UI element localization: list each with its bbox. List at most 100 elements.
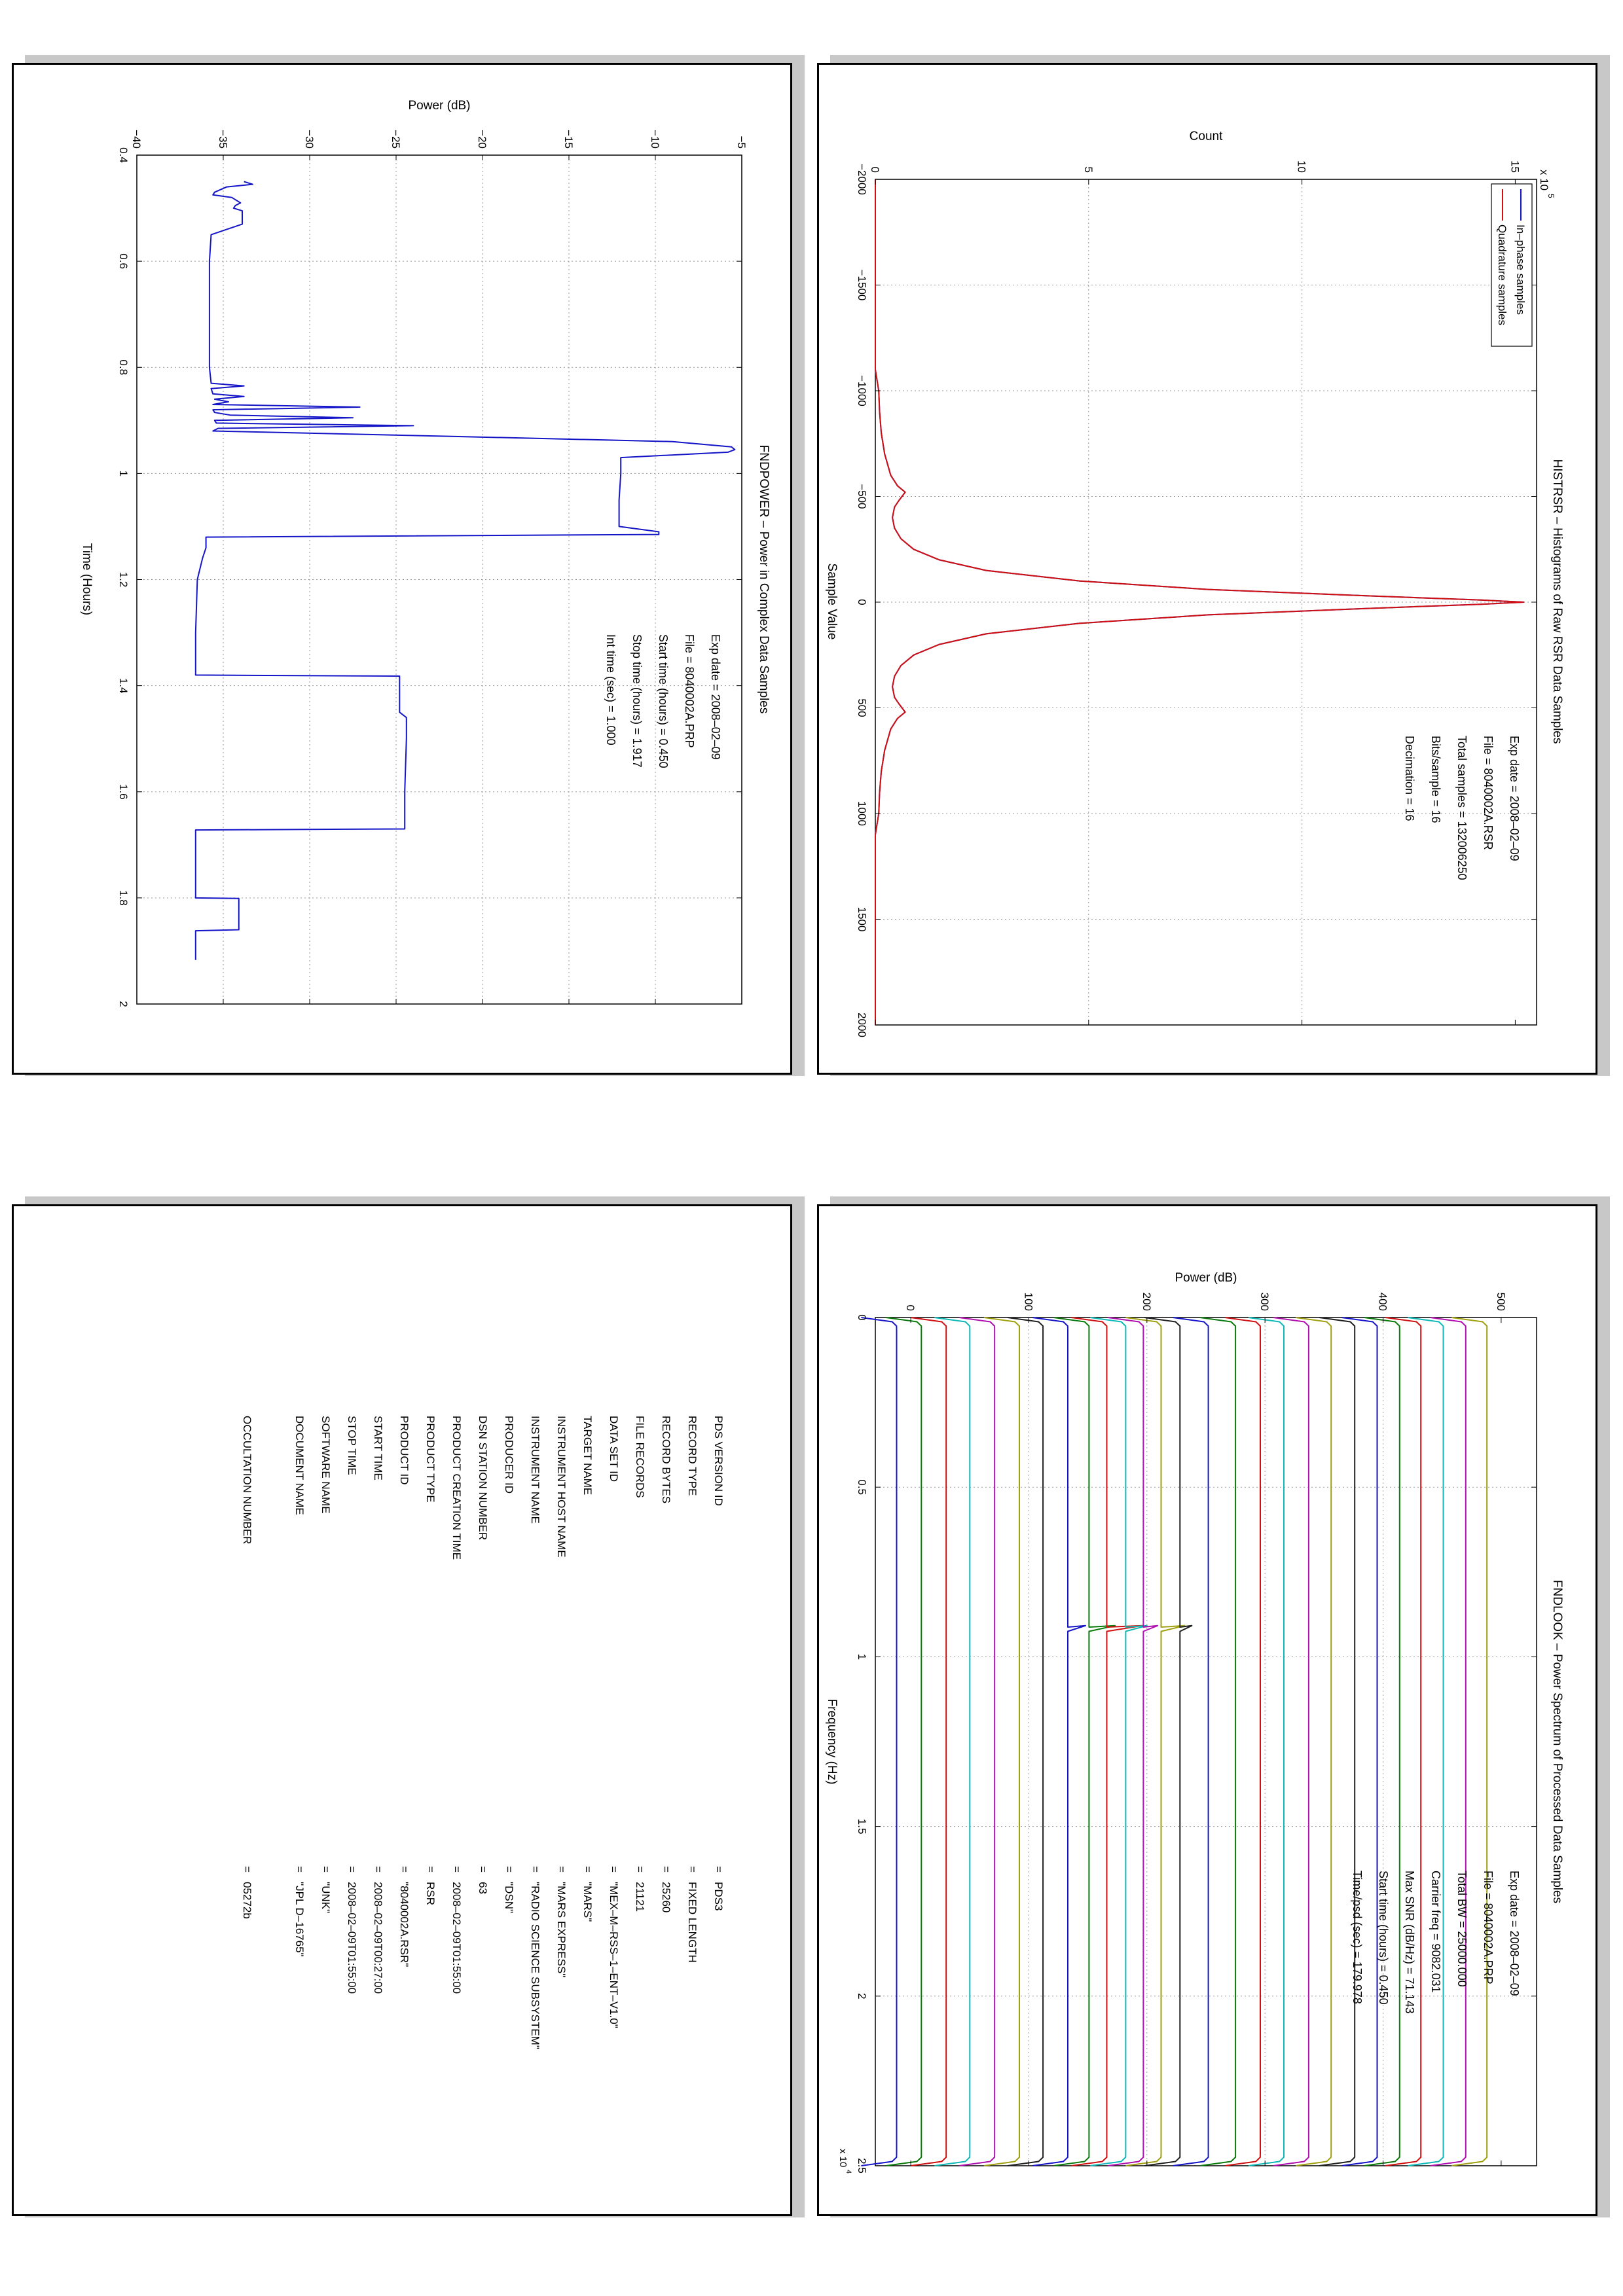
x-tick-label: 1.8: [117, 890, 130, 906]
pds-label-key: PRODUCT ID: [398, 1416, 410, 1485]
pds-label-key: PRODUCT TYPE: [424, 1416, 437, 1503]
pds-label-row: TARGET NAME = "MARS": [574, 1416, 600, 2201]
pds-label-row: PRODUCT TYPE = RSR: [417, 1416, 443, 2201]
fndlook-info-line: Total BW = 25000.000: [1455, 1871, 1468, 1987]
pds-label-value: = 2008–02–09T01:55:00: [450, 1866, 463, 1994]
spectrum-series-line: [958, 1317, 996, 2166]
pds-label-value: = "DSN": [503, 1866, 515, 1914]
spectrum-series-line: [1032, 1317, 1086, 2166]
legend-label-inphase: In–phase samples: [1514, 224, 1527, 315]
pds-label-row: RECORD BYTES = 25260: [653, 1416, 679, 2201]
pds-label-key: PRODUCER ID: [503, 1416, 515, 1494]
pds-label-row: DATA SET ID = "MEX–M–RSS–1–ENT–V1.0": [600, 1416, 627, 2201]
pds-label-list: PDS VERSION ID = PDS3 RECORD TYPE = FIXED L…: [234, 1416, 731, 2201]
x-tick-label: 0.4: [117, 147, 130, 163]
y-tick-label: −5: [735, 136, 748, 149]
fndlook-y-axis-label: Power (dB): [1175, 1271, 1237, 1285]
spectrum-series-line: [1248, 1317, 1285, 2166]
pds-label-value: = "RADIO SCIENCE SUBSYSTEM": [529, 1866, 541, 2049]
fndpower-info-block: Exp date = 2008–02–09 File = 8040002A.PR…: [604, 634, 722, 768]
fndpower-chart: 0.4 0.6 0.8 1 1.2 1.4 1.6 1.8 2 −40 −35 −30 −25 −20 −1…: [80, 99, 771, 1007]
quadrature-series-line: [875, 179, 1525, 1025]
spectrum-series-line: [1430, 1317, 1467, 2166]
pds-label-key: START TIME: [372, 1416, 384, 1480]
fndpower-title: FNDPOWER – Power in Complex Data Samples: [757, 445, 771, 714]
spectrum-series-line: [1007, 1317, 1044, 2166]
pds-label-value: = 05272b: [241, 1866, 253, 1919]
y-tick-label: −40: [130, 130, 143, 149]
fndlook-info-line: Carrier freq = 9082.031: [1429, 1871, 1442, 1993]
legend-label-quadrature: Quadrature samples: [1496, 224, 1508, 325]
x-tick-label: −1500: [856, 270, 868, 301]
histrsr-info-line: Exp date = 2008–02–09: [1508, 736, 1521, 861]
spectrum-series-line: [1173, 1317, 1209, 2166]
spectrum-series-line: [910, 1317, 947, 2166]
y-tick-label: −35: [217, 130, 229, 149]
fndlook-exponent: x 10: [837, 2149, 848, 2167]
histrsr-title: HISTRSR – Histograms of Raw RSR Data Sam…: [1550, 459, 1564, 744]
pds-label-row: PRODUCT CREATION TIME = 2008–02–09T01:55:…: [443, 1416, 469, 2201]
x-tick-label: 0.6: [117, 253, 130, 269]
y-tick-label: −30: [303, 130, 316, 149]
pds-label-value: = 2008–02–09T00:27:00: [372, 1866, 384, 1994]
x-tick-label: 2: [856, 1993, 868, 1999]
y-tick-label: 0: [904, 1305, 917, 1311]
histrsr-info-line: Total samples = 132006250: [1455, 736, 1468, 880]
x-tick-label: 2000: [856, 1013, 868, 1037]
pds-label-row: SOFTWARE NAME = "UNK": [312, 1416, 338, 2201]
x-tick-label: 1.6: [117, 784, 130, 800]
spectrum-series-line: [1090, 1317, 1148, 2166]
pds-label-key: DATA SET ID: [608, 1416, 620, 1482]
fndlook-title: FNDLOOK – Power Spectrum of Processed Da…: [1550, 1580, 1564, 1903]
pds-label-row: INSTRUMENT HOST NAME = "MARS EXPRESS": [548, 1416, 574, 2201]
fndlook-axes-box: [875, 1317, 1537, 2166]
spectrum-series-line: [1224, 1317, 1261, 2166]
y-tick-label: 100: [1022, 1293, 1034, 1311]
pds-label-value: = RSR: [424, 1866, 437, 1905]
legend-box: [1491, 183, 1533, 347]
x-tick-label: 1000: [856, 801, 868, 826]
pds-label-key: DOCUMENT NAME: [293, 1416, 306, 1515]
pds-label-key: TARGET NAME: [581, 1416, 594, 1496]
x-tick-label: 1.2: [117, 572, 130, 588]
fndpower-info-line: Int time (sec) = 1.000: [604, 634, 617, 745]
pds-label-key: RECORD TYPE: [686, 1416, 699, 1496]
x-tick-label: 1500: [856, 907, 868, 932]
pds-label-key: STOP TIME: [346, 1416, 358, 1475]
pds-label-value: = "MARS EXPRESS": [555, 1866, 568, 1978]
pds-label-value: = "UNK": [319, 1866, 332, 1914]
y-tick-label: −10: [649, 130, 661, 149]
pds-label-panel: PDS VERSION ID = PDS3 RECORD TYPE = FIXED L…: [12, 1204, 792, 2216]
y-tick-label: 10: [1296, 160, 1308, 173]
y-tick-label: 500: [1495, 1293, 1507, 1311]
x-tick-label: 1: [856, 1654, 868, 1660]
x-tick-label: 2.5: [856, 2158, 868, 2174]
spectrum-series-line: [1199, 1317, 1237, 2166]
spectrum-series-line: [983, 1317, 1020, 2166]
pds-label-key: RECORD BYTES: [660, 1416, 672, 1504]
pds-label-value: = 21121: [634, 1866, 646, 1912]
fndpower-info-line: File = 8040002A.PRP: [683, 634, 696, 748]
pds-label-key: PDS VERSION ID: [712, 1416, 725, 1506]
fndlook-info-line: Max SNR (dB/Hz) = 71.143: [1403, 1871, 1416, 2014]
histrsr-info-line: File = 8040002A.RSR: [1482, 736, 1495, 850]
fndpower-info-line: Stop time (hours) = 1.917: [630, 634, 644, 768]
fndpower-y-axis-label: Power (dB): [408, 99, 470, 113]
y-tick-label: 300: [1258, 1293, 1271, 1311]
pds-label-key: INSTRUMENT NAME: [529, 1416, 541, 1524]
x-tick-label: 0.5: [856, 1479, 868, 1495]
pds-label-row: PDS VERSION ID = PDS3: [705, 1416, 731, 2201]
spectrum-series-line: [1071, 1317, 1143, 2166]
spectrum-series-line: [1144, 1317, 1193, 2166]
y-tick-label: −25: [390, 130, 402, 149]
pds-label-key: PRODUCT CREATION TIME: [450, 1416, 463, 1560]
pds-label-key: INSTRUMENT HOST NAME: [555, 1416, 568, 1558]
histrsr-info-line: Decimation = 16: [1403, 736, 1416, 821]
y-tick-label: 0: [869, 167, 881, 173]
histrsr-chart: −2000 −1500 −1000 −500 0 500 1000 1500 2000 0 5 10 1…: [825, 130, 1564, 1037]
pds-label-value: = "JPL D–16765": [293, 1866, 306, 1957]
x-tick-label: −500: [856, 484, 868, 509]
spectrum-series-line: [1408, 1317, 1444, 2166]
fndlook-info-block: Exp date = 2008–02–09 File = 8040002A.PR…: [1351, 1871, 1521, 2014]
pds-label-row: OCCULTATION NUMBER = 05272b: [234, 1416, 260, 2201]
